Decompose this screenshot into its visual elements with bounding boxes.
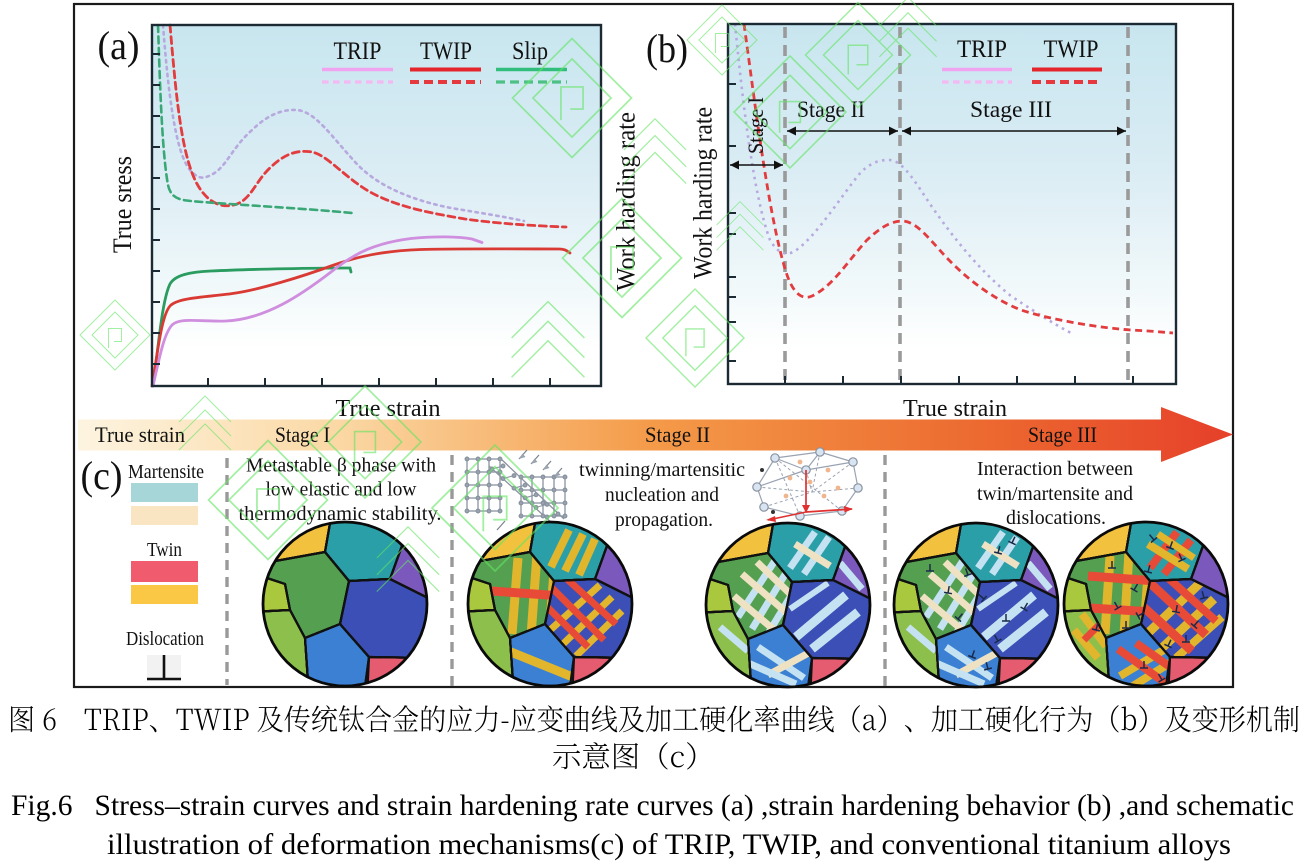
svg-text:thermodynamic stability.: thermodynamic stability. (239, 503, 442, 525)
svg-text:twin/martensite and: twin/martensite and (977, 483, 1133, 505)
svg-text:twinning/martensitic: twinning/martensitic (579, 459, 745, 481)
svg-text:Work harding rate: Work harding rate (689, 107, 718, 279)
svg-text:(a): (a) (98, 23, 140, 68)
svg-text:Interaction between: Interaction between (977, 458, 1133, 480)
svg-text:nucleation and: nucleation and (605, 484, 719, 506)
svg-text:Stage II: Stage II (645, 422, 710, 447)
svg-text:Metastable β phase with: Metastable β phase with (246, 455, 436, 477)
svg-text:Dislocation: Dislocation (126, 628, 204, 650)
svg-text:Twin: Twin (147, 539, 182, 561)
svg-text:TWIP: TWIP (420, 38, 472, 65)
svg-text:(b): (b) (646, 26, 688, 71)
svg-text:TRIP: TRIP (957, 36, 1007, 63)
svg-text:propagation.: propagation. (615, 509, 713, 531)
svg-text:Stage III: Stage III (1028, 422, 1097, 447)
svg-text:Stage II: Stage II (797, 97, 865, 122)
svg-text:illustration of deformation me: illustration of deformation mechanisms(c… (107, 828, 1231, 861)
svg-text:Stage I: Stage I (275, 422, 330, 447)
svg-text:True strain: True strain (903, 396, 1007, 422)
svg-text:Fig.6 Stress–strain curves a: Fig.6 Stress–strain curves and strain ha… (11, 789, 1294, 822)
svg-text:TRIP: TRIP (334, 38, 382, 65)
svg-text:dislocations.: dislocations. (1006, 507, 1106, 529)
svg-text:Martensite: Martensite (128, 461, 204, 483)
svg-text:Stage III: Stage III (970, 97, 1052, 122)
svg-text:(c): (c) (81, 453, 123, 498)
svg-text:TWIP: TWIP (1044, 36, 1099, 63)
svg-text:Slip: Slip (512, 38, 548, 65)
svg-text:True strain: True strain (95, 422, 185, 447)
svg-text:True sress: True sress (108, 156, 137, 253)
